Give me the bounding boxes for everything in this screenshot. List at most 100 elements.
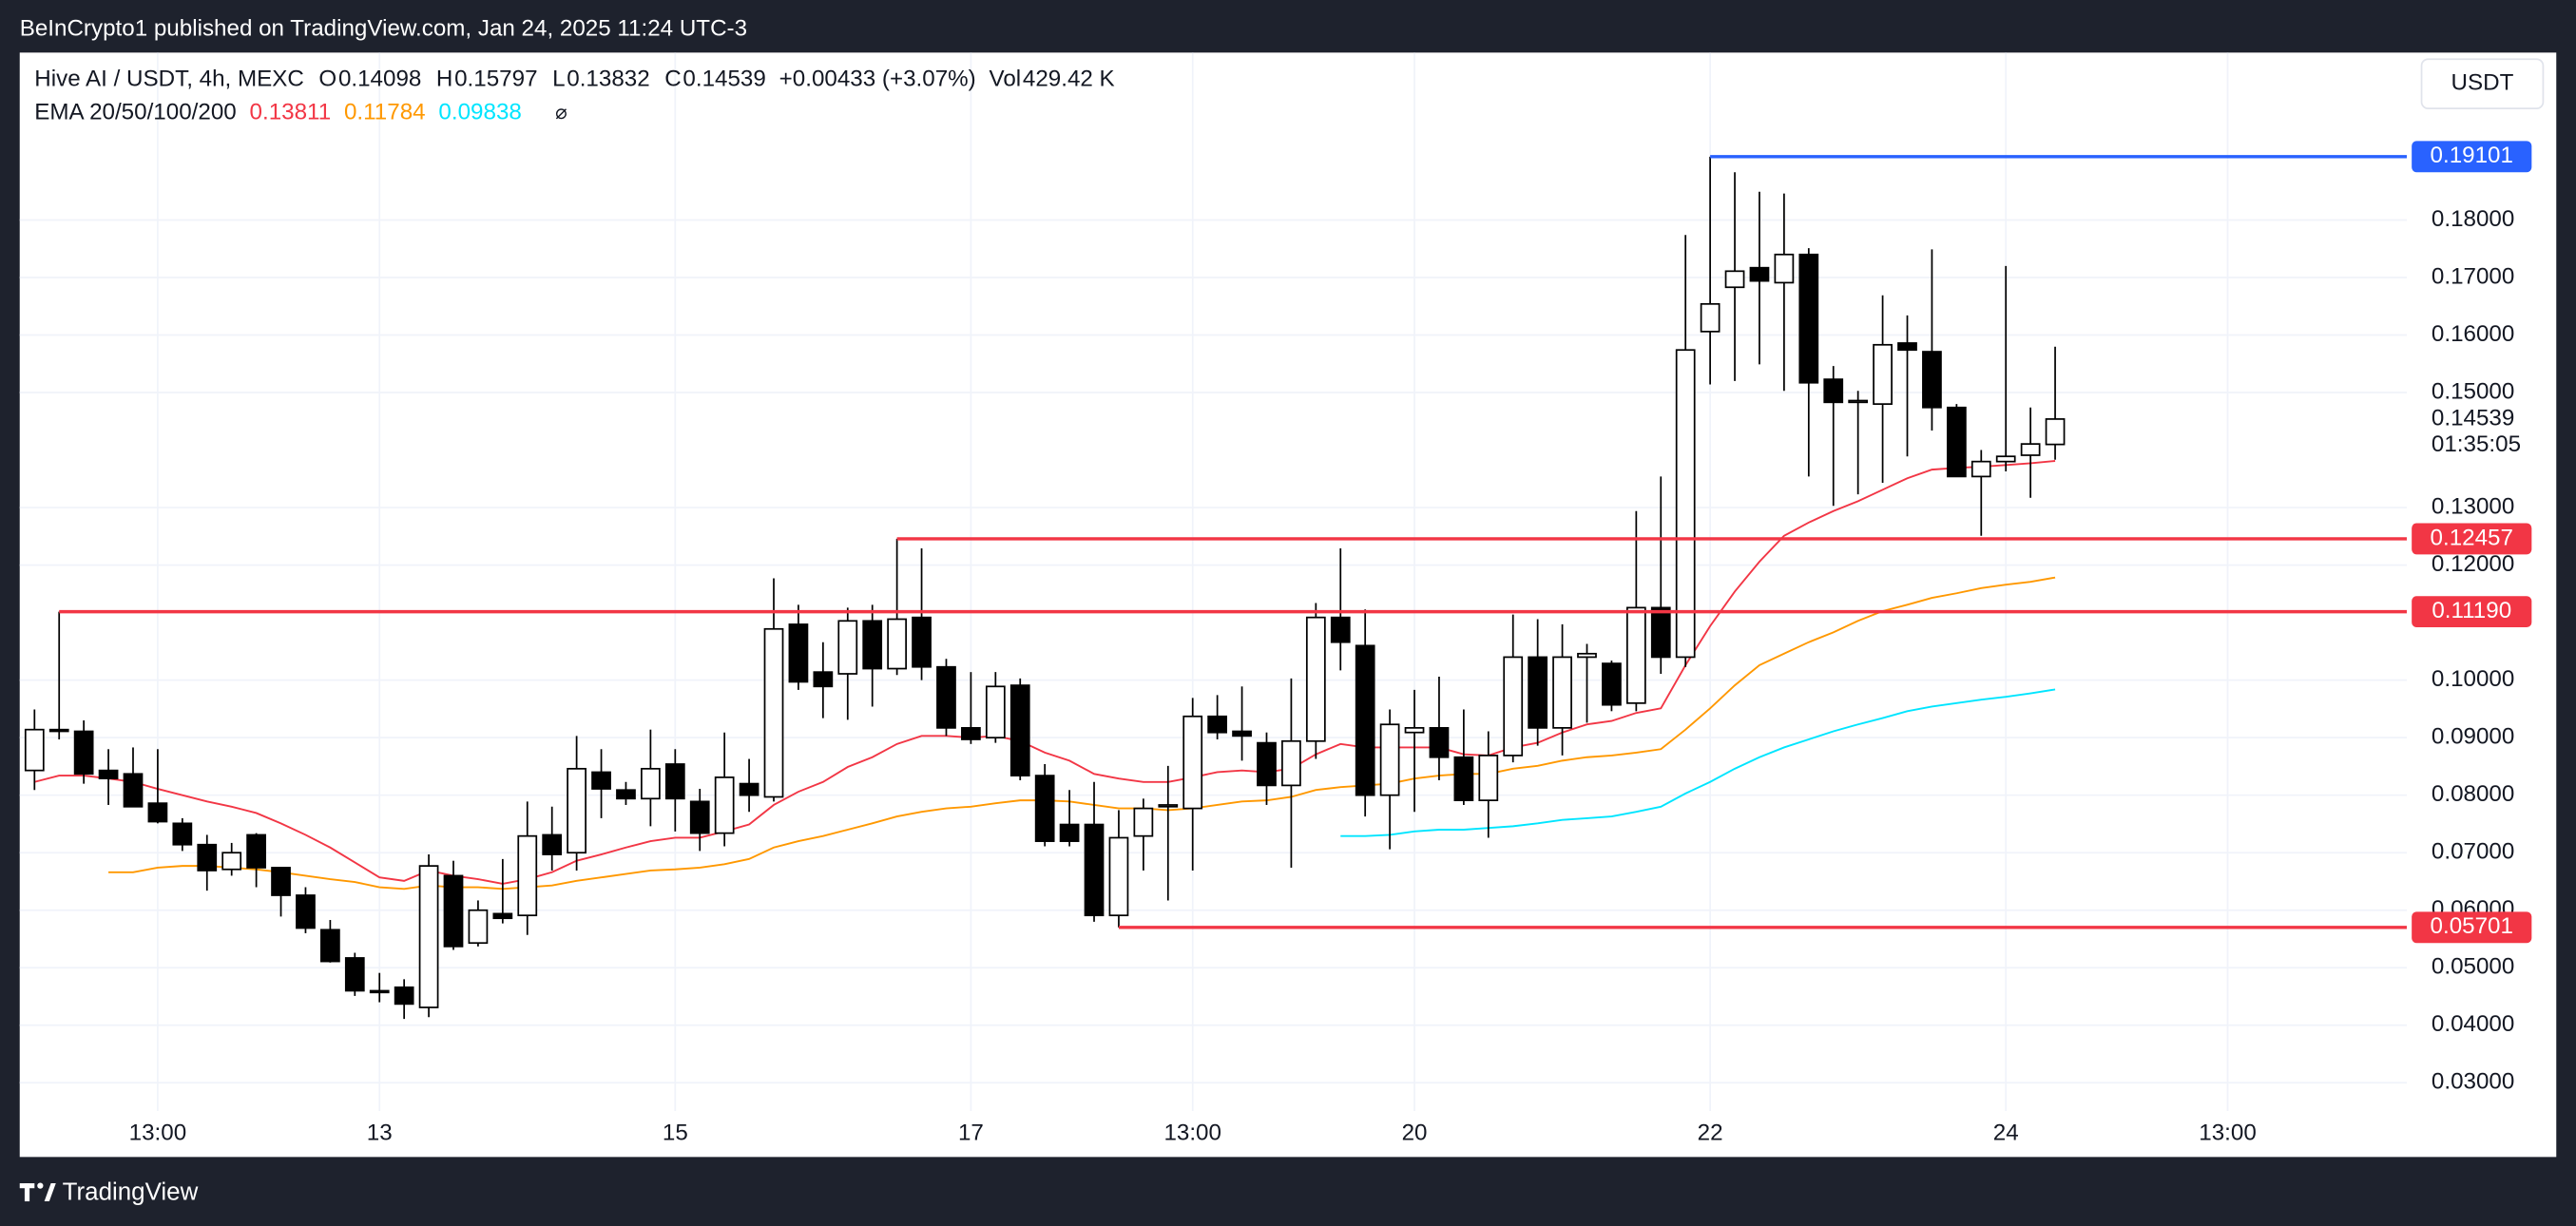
chart-area [19, 52, 2557, 1158]
candle-body [48, 728, 69, 733]
candle-body [344, 957, 365, 992]
x-tick-label: 20 [1402, 1121, 1428, 1146]
countdown-label: 01:35:05 [2432, 431, 2521, 457]
level-badge [2412, 141, 2532, 173]
ohlc-label: O [318, 67, 336, 92]
x-tick-label: 13:00 [1163, 1121, 1221, 1146]
y-tick-label: 0.17000 [2432, 263, 2514, 289]
candle-body [567, 767, 586, 854]
candle-body [739, 782, 759, 796]
ema-value: 0.11784 [344, 100, 426, 125]
change: +0.00433 (+3.07%) [779, 67, 976, 92]
level-badge [2412, 523, 2532, 555]
brand-logo [19, 1182, 56, 1202]
candle-body [1625, 606, 1646, 704]
candle-body [1650, 606, 1671, 659]
currency-label: USDT [2451, 70, 2514, 96]
level-badge [2412, 911, 2532, 944]
candle-body [1602, 662, 1622, 706]
candle-body [1404, 727, 1425, 734]
volume-label: Vol [990, 67, 1022, 92]
x-tick-label: 13 [367, 1121, 393, 1146]
ema-header: EMA 20/50/100/200 0.13811 0.11784 0.09838 [34, 100, 522, 125]
candle-body [1798, 253, 1819, 384]
ema-label: EMA 20/50/100/200 [34, 100, 236, 125]
candle-body [837, 620, 858, 675]
candle-body [296, 894, 316, 929]
candle-body [763, 627, 784, 798]
candle-body [1700, 302, 1721, 333]
candle-body [1577, 652, 1597, 659]
candle-body [1355, 644, 1375, 796]
candle-body [517, 834, 538, 917]
candle-body [73, 730, 94, 776]
candle-body [1281, 739, 1301, 787]
candle-body [1207, 715, 1228, 734]
candle-body [1970, 460, 1991, 478]
currency-button[interactable] [2420, 58, 2545, 109]
candle-body [1429, 727, 1450, 758]
y-tick-label: 0.08000 [2432, 781, 2514, 807]
candle-body [1995, 455, 2016, 463]
y-tick-label: 0.18000 [2432, 206, 2514, 232]
candle-body [1897, 342, 1917, 352]
candle-body [98, 769, 119, 779]
ema-value: 0.09838 [438, 100, 521, 125]
candle-body [1552, 656, 1572, 729]
ema-value: 0.13811 [250, 100, 332, 125]
y-tick-label: 0.07000 [2432, 839, 2514, 865]
y-tick-label: 0.15000 [2432, 378, 2514, 404]
ohlc-label: L [552, 67, 565, 92]
plot: 13:00 13 15 17 13:00 20 22 24 13:00 0.03000 0.0400… [19, 52, 2532, 1146]
candle-body [443, 874, 464, 948]
candle-body [1305, 616, 1326, 742]
candle-body [591, 771, 611, 790]
candle-body [1528, 656, 1548, 729]
candle-body [1873, 343, 1893, 405]
level-label: 0.05701 [2431, 913, 2513, 939]
candle-body [1108, 836, 1129, 917]
candle-body [1330, 616, 1351, 643]
candle-body [1084, 823, 1105, 917]
candle-body [1059, 823, 1080, 842]
candle-body [246, 833, 266, 869]
candle-body [664, 763, 685, 800]
candle-body [1848, 399, 1869, 404]
candle-body [1503, 656, 1524, 757]
candle-body [1133, 807, 1154, 837]
candle-body [1257, 741, 1277, 787]
candle-body [1009, 684, 1030, 776]
candle-body [172, 822, 193, 846]
candle-body [1823, 378, 1844, 404]
x-tick-label: 13:00 [2199, 1121, 2257, 1146]
ema-line [1340, 688, 2056, 837]
candle-body [1675, 349, 1696, 659]
x-tick-label: 17 [958, 1121, 984, 1146]
candle-body [394, 986, 414, 1006]
candle-body [1724, 270, 1745, 289]
candle-body [1946, 406, 1967, 478]
x-tick-label: 15 [663, 1121, 688, 1146]
last-price-label: 0.14539 [2432, 405, 2514, 431]
candle-body [813, 671, 834, 688]
candle-body [2045, 418, 2066, 446]
candle-body [492, 912, 513, 920]
level-label: 0.11190 [2432, 598, 2511, 623]
candle-body [1034, 775, 1055, 842]
candle-body [985, 685, 1006, 739]
candle-body [1158, 804, 1179, 808]
candle-body [468, 909, 489, 945]
published-note: BeInCrypto1 published on TradingView.com… [20, 16, 747, 42]
candle-body [1774, 253, 1795, 284]
ohlc-value: 0.13832 [567, 67, 649, 92]
x-tick-label: 13:00 [129, 1121, 187, 1146]
candle-body [2020, 443, 2041, 456]
candle-body [641, 767, 661, 800]
candle-body [221, 852, 242, 871]
candle-body [1379, 723, 1400, 796]
ohlc-value: 0.14098 [338, 67, 421, 92]
candle-body [271, 867, 291, 896]
candle-body [1453, 756, 1474, 801]
candle-body [542, 833, 563, 855]
